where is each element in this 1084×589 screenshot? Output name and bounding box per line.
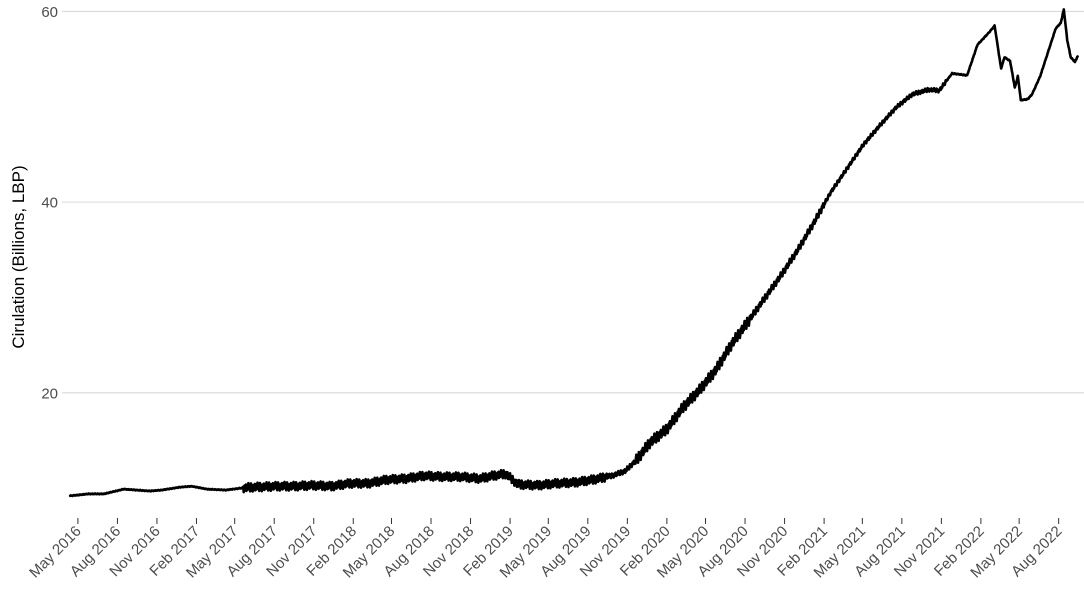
y-tick-label-60: 60 bbox=[41, 4, 58, 21]
y-gridlines bbox=[62, 10, 1084, 394]
x-axis-ticks bbox=[77, 518, 1060, 524]
y-tick-label-40: 40 bbox=[41, 195, 58, 212]
series-layer bbox=[68, 8, 1079, 498]
y-axis-title: Cirulation (Billions, LBP) bbox=[9, 165, 28, 348]
circulation-series-line bbox=[68, 8, 1079, 498]
y-tick-label-20: 20 bbox=[41, 385, 58, 402]
y-axis-tick-labels: 20 40 60 bbox=[41, 4, 58, 402]
